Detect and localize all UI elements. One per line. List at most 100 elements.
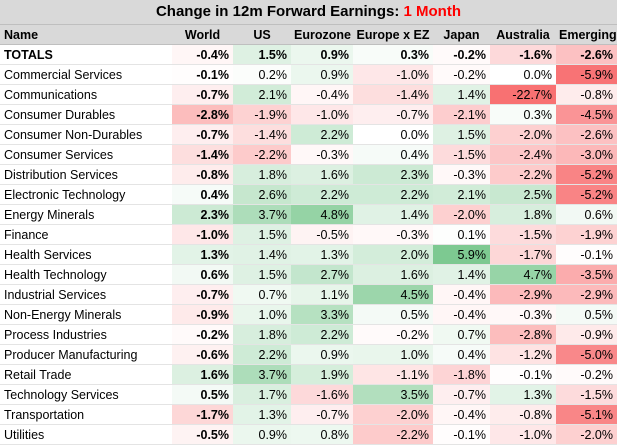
value-cell: -0.4%: [433, 284, 490, 305]
value-cell: -2.4%: [490, 144, 556, 165]
value-cell: 1.1%: [291, 284, 353, 305]
value-cell: 0.7%: [433, 324, 490, 345]
value-cell: -1.9%: [556, 224, 617, 245]
value-cell: 0.7%: [233, 284, 291, 305]
row-name: Process Industries: [0, 324, 172, 345]
value-cell: -0.1%: [433, 424, 490, 445]
value-cell: -2.8%: [172, 104, 233, 125]
value-cell: -0.8%: [556, 84, 617, 105]
row-name: Utilities: [0, 424, 172, 445]
value-cell: -0.1%: [556, 244, 617, 265]
value-cell: 0.5%: [172, 384, 233, 405]
table-row: Consumer Non-Durables -0.7% -1.4% 2.2% 0.0% 1…: [0, 124, 617, 145]
value-cell: -1.8%: [433, 364, 490, 385]
value-cell: -2.6%: [556, 124, 617, 145]
table-row: Process Industries -0.2% 1.8% 2.2% -0.2% 0.7%…: [0, 324, 617, 345]
table-row: Industrial Services -0.7% 0.7% 1.1% 4.5% -0.4…: [0, 284, 617, 305]
value-cell: -0.9%: [556, 324, 617, 345]
value-cell: -1.7%: [490, 244, 556, 265]
row-name: Consumer Services: [0, 144, 172, 165]
value-cell: -5.9%: [556, 64, 617, 85]
value-cell: 1.3%: [291, 244, 353, 265]
table-row: Electronic Technology 0.4% 2.6% 2.2% 2.2% 2.1…: [0, 184, 617, 205]
value-cell: -2.1%: [433, 104, 490, 125]
value-cell: 3.7%: [233, 204, 291, 225]
value-cell: -1.6%: [490, 44, 556, 65]
value-cell: 2.6%: [233, 184, 291, 205]
value-cell: -0.9%: [172, 304, 233, 325]
table-row: Commercial Services -0.1% 0.2% 0.9% -1.0% -0.…: [0, 64, 617, 85]
value-cell: -0.8%: [490, 404, 556, 425]
table-row: Communications -0.7% 2.1% -0.4% -1.4% 1.4% -22…: [0, 84, 617, 105]
value-cell: 0.6%: [556, 204, 617, 225]
value-cell: 4.8%: [291, 204, 353, 225]
value-cell: -0.4%: [433, 404, 490, 425]
value-cell: -1.0%: [353, 64, 433, 85]
value-cell: -1.4%: [172, 144, 233, 165]
value-cell: 0.4%: [353, 144, 433, 165]
value-cell: -1.4%: [353, 84, 433, 105]
value-cell: 2.3%: [172, 204, 233, 225]
value-cell: -2.0%: [490, 124, 556, 145]
row-name: Industrial Services: [0, 284, 172, 305]
value-cell: -0.3%: [353, 224, 433, 245]
value-cell: 2.1%: [233, 84, 291, 105]
row-name: Transportation: [0, 404, 172, 425]
table-row: Distribution Services -0.8% 1.8% 1.6% 2.3% -0…: [0, 164, 617, 185]
value-cell: -0.7%: [172, 124, 233, 145]
value-cell: 1.3%: [490, 384, 556, 405]
value-cell: 1.5%: [233, 44, 291, 65]
earnings-table: Name World US Eurozone Europe x EZ Japan Austr…: [0, 25, 617, 445]
column-header-us: US: [233, 25, 291, 45]
value-cell: -0.2%: [556, 364, 617, 385]
value-cell: -3.5%: [556, 264, 617, 285]
value-cell: 2.2%: [233, 344, 291, 365]
value-cell: -2.0%: [556, 424, 617, 445]
row-name: Electronic Technology: [0, 184, 172, 205]
value-cell: 4.5%: [353, 284, 433, 305]
table-row: Health Services 1.3% 1.4% 1.3% 2.0% 5.9% -1.7%…: [0, 244, 617, 265]
value-cell: 1.0%: [353, 344, 433, 365]
value-cell: 0.8%: [291, 424, 353, 445]
value-cell: 1.7%: [233, 384, 291, 405]
value-cell: 1.4%: [353, 204, 433, 225]
value-cell: 0.4%: [433, 344, 490, 365]
value-cell: 2.2%: [291, 324, 353, 345]
value-cell: -0.7%: [172, 84, 233, 105]
row-name: TOTALS: [0, 44, 172, 65]
value-cell: -0.4%: [291, 84, 353, 105]
value-cell: -2.9%: [556, 284, 617, 305]
value-cell: -1.0%: [172, 224, 233, 245]
value-cell: -2.2%: [490, 164, 556, 185]
value-cell: -2.2%: [353, 424, 433, 445]
table-row: TOTALS -0.4% 1.5% 0.9% 0.3% -0.2% -1.6% -2.6%: [0, 44, 617, 65]
value-cell: -1.2%: [490, 344, 556, 365]
value-cell: 3.5%: [353, 384, 433, 405]
table-row: Producer Manufacturing -0.6% 2.2% 0.9% 1.0% 0…: [0, 344, 617, 365]
value-cell: -0.2%: [433, 64, 490, 85]
value-cell: -2.9%: [490, 284, 556, 305]
value-cell: -0.5%: [172, 424, 233, 445]
table-row: Transportation -1.7% 1.3% -0.7% -2.0% -0.4% -0…: [0, 404, 617, 425]
value-cell: 2.3%: [353, 164, 433, 185]
column-header-europe-x-ez: Europe x EZ: [353, 25, 433, 45]
value-cell: 1.3%: [172, 244, 233, 265]
value-cell: -0.5%: [291, 224, 353, 245]
table-row: Utilities -0.5% 0.9% 0.8% -2.2% -0.1% -1.0% -2.…: [0, 424, 617, 445]
value-cell: 0.5%: [556, 304, 617, 325]
value-cell: 2.7%: [291, 264, 353, 285]
value-cell: 2.5%: [490, 184, 556, 205]
value-cell: 0.3%: [353, 44, 433, 65]
value-cell: 1.4%: [433, 84, 490, 105]
column-header-eurozone: Eurozone: [291, 25, 353, 45]
value-cell: -2.8%: [490, 324, 556, 345]
row-name: Non-Energy Minerals: [0, 304, 172, 325]
value-cell: -2.0%: [433, 204, 490, 225]
value-cell: 3.3%: [291, 304, 353, 325]
value-cell: 5.9%: [433, 244, 490, 265]
value-cell: 1.8%: [490, 204, 556, 225]
row-name: Technology Services: [0, 384, 172, 405]
row-name: Commercial Services: [0, 64, 172, 85]
column-header-name: Name: [0, 25, 172, 45]
value-cell: 2.2%: [353, 184, 433, 205]
